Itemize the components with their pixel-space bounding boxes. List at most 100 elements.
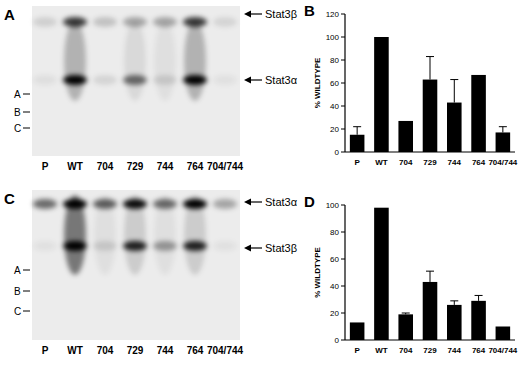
bar-chart: B% WILDTYPE020406080100120PWT70472974476… — [304, 2, 518, 167]
figure: APWT704729744764704/744ABCStat3βStat3αCP… — [0, 0, 520, 370]
x-tick-label: 704/744 — [488, 158, 517, 167]
gel-smear — [124, 21, 146, 101]
y-axis-line — [344, 205, 345, 340]
y-tick-label: 0 — [335, 336, 340, 345]
y-tick-label: 40 — [330, 282, 339, 291]
marker-label: C — [14, 306, 21, 317]
error-bar — [402, 313, 410, 314]
band-label: Stat3α — [265, 74, 298, 86]
gel-smear — [184, 21, 206, 101]
error-cap — [475, 295, 483, 296]
error-cap — [402, 313, 410, 314]
lane-label: 729 — [127, 345, 144, 356]
y-tick-label: 0 — [335, 148, 340, 157]
x-tick-label: 704 — [399, 346, 413, 355]
gel-band — [33, 199, 57, 209]
x-tick-label: 764 — [472, 346, 486, 355]
y-tick — [341, 129, 345, 130]
error-stem — [357, 127, 358, 135]
y-tick-label: 20 — [330, 309, 339, 318]
x-tick-label: 744 — [448, 346, 462, 355]
lane-label: 704 — [97, 345, 114, 356]
arrow-head — [244, 77, 251, 84]
gel-band — [213, 75, 237, 85]
error-cap — [426, 271, 434, 272]
bar — [496, 132, 511, 152]
error-cap — [450, 79, 458, 80]
y-tick — [341, 232, 345, 233]
y-tick — [341, 205, 345, 206]
y-tick — [341, 152, 345, 153]
band-label: Stat3β — [265, 242, 297, 254]
lane-label: WT — [67, 161, 83, 172]
bar — [423, 80, 438, 152]
lane-label: WT — [67, 345, 83, 356]
bar — [398, 314, 413, 340]
y-tick-label: 60 — [330, 79, 339, 88]
y-tick — [341, 106, 345, 107]
x-tick-label: P — [354, 158, 360, 167]
marker-label: A — [14, 265, 21, 276]
gel-smear — [154, 21, 176, 101]
y-tick-label: 120 — [326, 10, 340, 19]
error-bar — [426, 271, 434, 282]
plot-marks — [350, 208, 510, 340]
marker-dash — [23, 112, 30, 113]
y-tick-label: 80 — [330, 56, 339, 65]
bar — [350, 322, 365, 340]
gel-smear — [64, 195, 86, 275]
lane-label: P — [42, 345, 49, 356]
gel-smear — [124, 195, 146, 275]
marker-label: B — [14, 286, 21, 297]
y-tick — [341, 259, 345, 260]
gel-smear — [154, 195, 176, 275]
bar — [471, 301, 486, 340]
bar — [374, 208, 389, 340]
panel-letter: C — [4, 190, 15, 207]
lane-label: 704 — [97, 161, 114, 172]
marker-dash — [23, 128, 30, 129]
x-tick-label: 704 — [399, 158, 413, 167]
error-bar — [426, 57, 434, 80]
error-stem — [478, 295, 479, 300]
gel-band — [213, 241, 237, 251]
bar — [374, 37, 389, 152]
plot-marks — [350, 37, 510, 152]
band-label: Stat3α — [265, 196, 298, 208]
error-stem — [454, 80, 455, 103]
x-tick-label: WT — [375, 158, 388, 167]
bar — [447, 305, 462, 340]
bar — [423, 282, 438, 340]
gel-bands — [33, 195, 237, 275]
y-tick-label: 20 — [330, 125, 339, 134]
marker-dash — [23, 270, 30, 271]
gel-background — [32, 6, 240, 156]
error-cap — [450, 300, 458, 301]
bar-chart: D% WILDTYPE020406080100PWT70472974476470… — [304, 193, 518, 355]
marker-dash — [23, 94, 30, 95]
y-tick — [341, 37, 345, 38]
gel-band — [93, 75, 117, 85]
marker-label: B — [14, 107, 21, 118]
gel-band — [213, 199, 237, 209]
error-bar — [450, 301, 458, 305]
y-tick-label: 80 — [330, 228, 339, 237]
marker-label: A — [14, 89, 21, 100]
x-tick-label: 744 — [448, 158, 462, 167]
gel-bands — [33, 17, 237, 101]
gel-smear — [64, 21, 86, 101]
y-tick — [341, 340, 345, 341]
lane-label: 729 — [127, 161, 144, 172]
x-tick-label: 764 — [472, 158, 486, 167]
y-tick — [341, 60, 345, 61]
panel-letter: A — [4, 6, 15, 23]
x-tick-label: WT — [375, 346, 388, 355]
bar — [398, 121, 413, 152]
marker-label: C — [14, 123, 21, 134]
arrow-head — [244, 11, 251, 18]
gel-smear — [184, 195, 206, 275]
y-tick — [341, 286, 345, 287]
error-stem — [430, 57, 431, 80]
gel-background — [32, 190, 240, 340]
error-bar — [499, 127, 507, 133]
